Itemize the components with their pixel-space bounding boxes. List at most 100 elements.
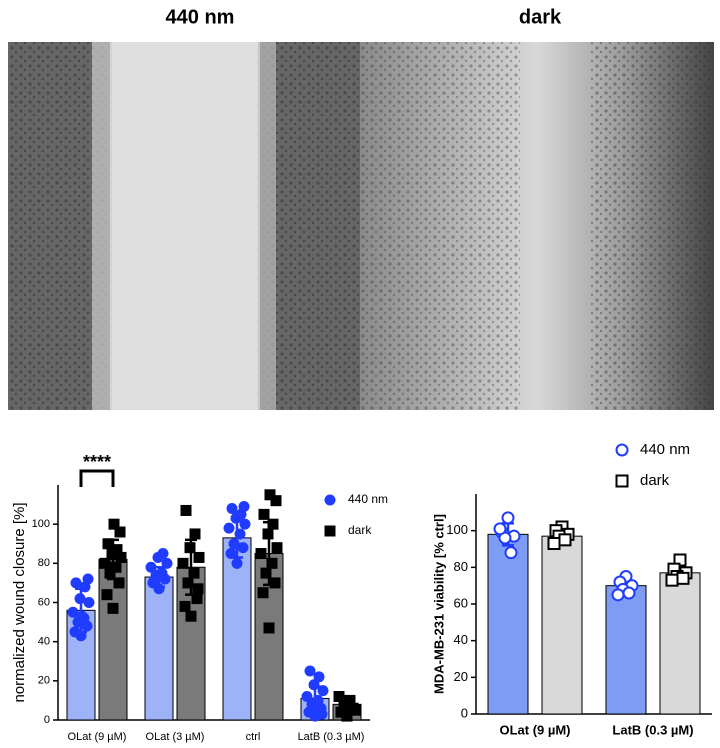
micrograph (360, 42, 714, 410)
y-tick-label: 40 (38, 636, 50, 648)
x-tick-label: ctrl (246, 731, 261, 743)
data-point (257, 587, 269, 599)
bar (541, 535, 583, 715)
data-point (547, 537, 561, 550)
data-point (76, 610, 88, 622)
y-tick-label: 20 (454, 669, 468, 684)
data-point (228, 538, 240, 550)
micrograph (8, 42, 360, 410)
data-point (558, 533, 572, 547)
data-point (101, 589, 113, 601)
data-point (313, 671, 325, 683)
y-tick-label: 80 (454, 559, 468, 574)
data-point (260, 567, 272, 579)
data-point (111, 544, 123, 556)
data-point (304, 665, 316, 677)
data-point (262, 528, 274, 540)
data-point (83, 597, 95, 608)
data-point (107, 602, 119, 614)
data-point (301, 691, 313, 702)
y-tick-label: 100 (32, 518, 50, 530)
data-point (113, 577, 125, 589)
legend-label: dark (348, 523, 372, 537)
bar (659, 572, 701, 715)
data-point (192, 583, 204, 595)
data-point (82, 573, 94, 585)
significance-label: **** (83, 452, 111, 472)
data-point (271, 542, 283, 554)
data-point (665, 573, 679, 587)
data-point (324, 525, 336, 537)
y-tick-label: 0 (461, 705, 468, 720)
data-point (193, 551, 205, 563)
image-label: 440 nm (166, 6, 235, 28)
legend-label: 440 nm (640, 441, 690, 458)
y-tick-label: 60 (454, 595, 468, 610)
data-point (225, 548, 237, 560)
data-point (108, 518, 120, 530)
y-axis-label: MDA-MB-231 viability [% ctrl] (431, 514, 446, 694)
data-point (622, 586, 636, 600)
x-tick-label: LatB (0.3 µM) (612, 722, 693, 737)
data-point (148, 575, 160, 587)
y-tick-label: 40 (454, 632, 468, 647)
data-point (182, 577, 194, 589)
bar (605, 585, 647, 715)
x-tick-label: LatB (0.3 µM) (298, 731, 365, 743)
data-point (263, 622, 275, 634)
data-point (161, 557, 173, 569)
y-tick-label: 80 (38, 557, 50, 569)
bar (144, 576, 174, 721)
data-point (308, 679, 320, 691)
data-point (191, 593, 203, 605)
data-point (611, 588, 625, 602)
y-tick-label: 60 (38, 596, 50, 608)
data-point (179, 600, 191, 612)
data-point (266, 557, 278, 569)
data-point (74, 593, 86, 605)
bar (487, 533, 529, 715)
data-point (615, 474, 629, 488)
data-point (67, 606, 79, 618)
y-tick-label: 0 (44, 714, 50, 726)
data-point (226, 503, 238, 514)
data-point (324, 494, 336, 506)
data-point (157, 548, 169, 560)
y-axis-label: normalized wound closure [%] (11, 502, 28, 702)
data-point (102, 538, 114, 550)
data-point (188, 567, 200, 579)
data-point (493, 522, 507, 536)
data-point (270, 495, 282, 507)
data-point (184, 542, 196, 554)
data-point (501, 511, 515, 525)
y-tick-label: 20 (38, 675, 50, 687)
data-point (189, 528, 201, 540)
data-point (69, 626, 81, 638)
data-point (238, 501, 250, 513)
image-label: dark (519, 6, 562, 28)
data-point (258, 508, 270, 520)
data-point (312, 694, 324, 706)
data-point (156, 567, 168, 579)
data-point (70, 577, 82, 589)
data-point (114, 526, 126, 538)
data-point (180, 504, 192, 516)
data-point (234, 528, 246, 540)
data-point (99, 557, 111, 569)
data-point (239, 518, 251, 530)
data-point (267, 518, 279, 530)
legend-label: dark (640, 472, 670, 489)
data-point (615, 443, 629, 457)
data-point (264, 489, 276, 501)
significance-bracket (79, 469, 115, 487)
data-point (177, 557, 189, 569)
data-point (316, 708, 328, 720)
data-point (340, 696, 352, 708)
data-point (504, 546, 518, 560)
data-point (237, 542, 249, 554)
x-tick-label: OLat (3 µM) (146, 731, 205, 743)
data-point (676, 571, 690, 585)
data-point (317, 685, 329, 697)
data-point (333, 691, 345, 702)
